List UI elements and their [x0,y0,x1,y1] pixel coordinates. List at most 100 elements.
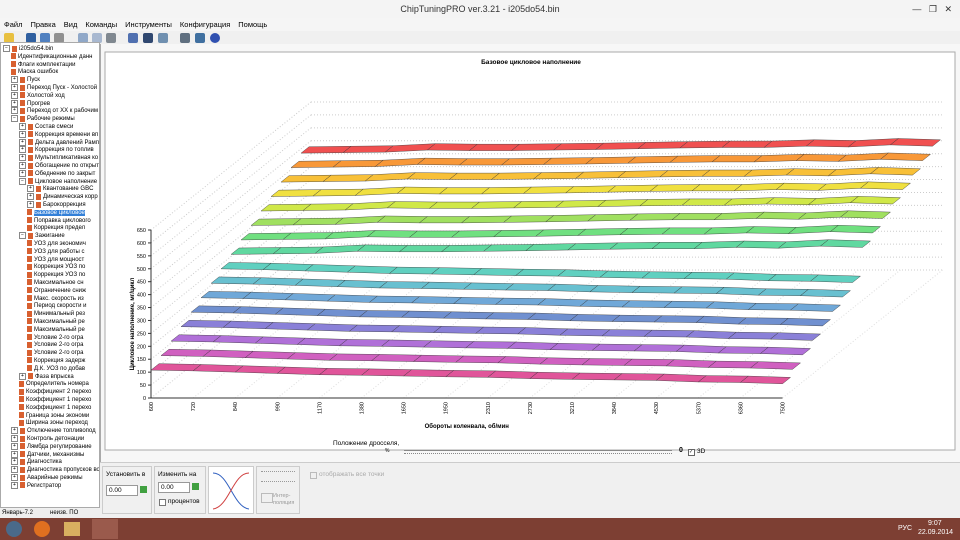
tree-row[interactable]: + Дельта давлений Рамп [19,138,99,147]
tool-button[interactable] [143,33,153,43]
tree-row[interactable]: + Диагностика пропусков во [11,466,99,474]
expander[interactable]: + [19,154,26,162]
tool-button[interactable] [128,33,138,43]
tree-row[interactable]: Коррекция предел [27,224,85,232]
tree-row[interactable]: Максимальный ре [27,318,85,326]
window-buttons[interactable]: — ❐ ✕ [912,4,952,14]
tree-row[interactable]: + Переход от ХХ к рабочим р [11,107,99,115]
app-icon-active[interactable] [92,519,118,539]
tree-row[interactable]: Коррекция УОЗ по [27,263,85,271]
tree-row[interactable]: Условие 2-го огра [27,334,83,342]
tree-row[interactable]: Базовое цикловое [27,209,85,217]
expander[interactable]: + [27,201,34,208]
expander[interactable]: + [11,76,18,84]
tree-row[interactable]: Поправка циклового [27,217,91,225]
tree-row[interactable]: + Отключение топливопод [11,427,96,435]
menu-item[interactable]: Инструменты [125,20,172,29]
expander[interactable]: + [19,123,26,130]
tree-row[interactable]: Максимальное сн [27,279,84,287]
expander[interactable]: + [19,169,26,177]
tree-row[interactable]: + Датчики, механизмы [11,450,84,459]
tree-row[interactable]: + Коррекция по топлив [19,146,94,154]
language[interactable]: РУС [898,525,913,532]
tree-row[interactable]: Флаги комплектации [11,61,76,69]
tool-button[interactable] [40,33,50,43]
input[interactable]: 0.00 [106,485,138,496]
menu-item[interactable]: Файл [4,20,23,29]
tree-row[interactable]: Условие 2-го огра [27,349,83,357]
tree-row[interactable]: + Мультипликативная ко [19,154,98,162]
tool-button[interactable] [54,33,64,43]
expander[interactable]: + [19,138,26,146]
tree-row[interactable]: Период скорости и [27,302,87,310]
tree-row[interactable]: Условие 2-го огра [27,341,83,349]
tree-row[interactable]: Коэффициент 1 перехо [19,396,91,404]
tool-button[interactable] [106,33,116,43]
tree-row[interactable]: Граница зоны экономи [19,412,89,420]
tree-row[interactable]: Коэффициент 2 перехо [19,388,91,396]
expander[interactable]: + [11,466,18,474]
tree-row[interactable]: + Регистратор [11,481,61,490]
tree-row[interactable]: + Квантование GBC [27,185,93,193]
tree-row[interactable]: Идентификационные данн [11,53,92,61]
tree-row[interactable]: + Прогрев [11,99,50,108]
tool-button[interactable] [4,33,14,43]
tree-row[interactable]: − i205do54.bin [3,45,53,53]
tool-button[interactable] [78,33,88,43]
tree-row[interactable]: Ограничение сниж [27,287,86,295]
menu-item[interactable]: Конфигурация [179,20,231,29]
tree-row[interactable]: + Переход Пуск - Холостой х [11,84,99,92]
tree-row[interactable]: Коррекция УОЗ по [27,271,85,279]
tree-row[interactable]: + Обогащение по открыт [19,162,99,170]
expander[interactable]: + [11,435,18,442]
tree-row[interactable]: + Холостой ход [11,91,65,100]
tree-row[interactable]: + Аварийные режимы [11,474,83,482]
tree-row[interactable]: + Фаза впрыска [19,372,74,381]
slider-track[interactable] [404,450,672,454]
expander[interactable]: + [27,185,34,193]
expander[interactable]: + [11,458,18,466]
tree-row[interactable]: Определитель номера [19,380,89,388]
expander[interactable]: + [11,474,18,481]
tree-row[interactable]: + Пуск [11,76,40,84]
tool-button[interactable] [26,33,36,43]
apply-button[interactable] [192,483,199,490]
tree-row[interactable]: + Контроль детонации [11,435,84,443]
tree-row[interactable]: − Рабочие режимы [11,115,75,123]
expander[interactable]: + [27,193,34,201]
tree-row[interactable]: Макс. скорость из [27,295,84,303]
expander[interactable]: − [19,232,26,240]
tool-button[interactable] [92,33,102,43]
app-icon[interactable] [64,522,80,536]
expander[interactable]: + [19,146,26,154]
tree-row[interactable]: − Зажигание [19,232,65,240]
tree-row[interactable]: Максимальный ре [27,326,85,334]
expander[interactable]: − [11,115,18,123]
expander[interactable]: + [11,481,18,489]
expander[interactable]: − [19,177,26,185]
tool-button[interactable] [180,33,190,43]
tree-row[interactable]: + Состав смеси [19,123,73,131]
tree-row[interactable]: + Коррекция времени вп [19,130,98,139]
app-icon[interactable] [34,521,50,537]
menu-item[interactable]: Команды [85,20,118,29]
tree-row[interactable]: УОЗ для мощност [27,256,84,264]
expander[interactable]: + [11,442,18,450]
tool-button[interactable] [210,33,220,43]
tree-row[interactable]: Ширина зоны переход [19,419,88,427]
interp-button[interactable] [261,493,273,503]
expander[interactable]: + [19,130,26,138]
menu-item[interactable]: Вид [63,20,78,29]
expander[interactable]: + [19,162,26,169]
menu-item[interactable]: Помощь [238,20,268,29]
tree-row[interactable]: + Обеднение по закрыт [19,169,95,178]
tree-row[interactable]: + Динамическая корр [27,193,98,201]
tree-row[interactable]: + Лямбда регулирование [11,442,92,451]
checkbox[interactable]: ✓ [688,449,695,456]
tree-row[interactable]: Д.К. УОЗ по добав [27,365,85,373]
expander[interactable]: + [11,84,18,91]
expander[interactable]: + [11,99,18,107]
tree-row[interactable]: УОЗ для работы с [27,248,85,256]
expander[interactable]: − [3,45,10,52]
tree-row[interactable]: + Диагностика [11,458,62,466]
